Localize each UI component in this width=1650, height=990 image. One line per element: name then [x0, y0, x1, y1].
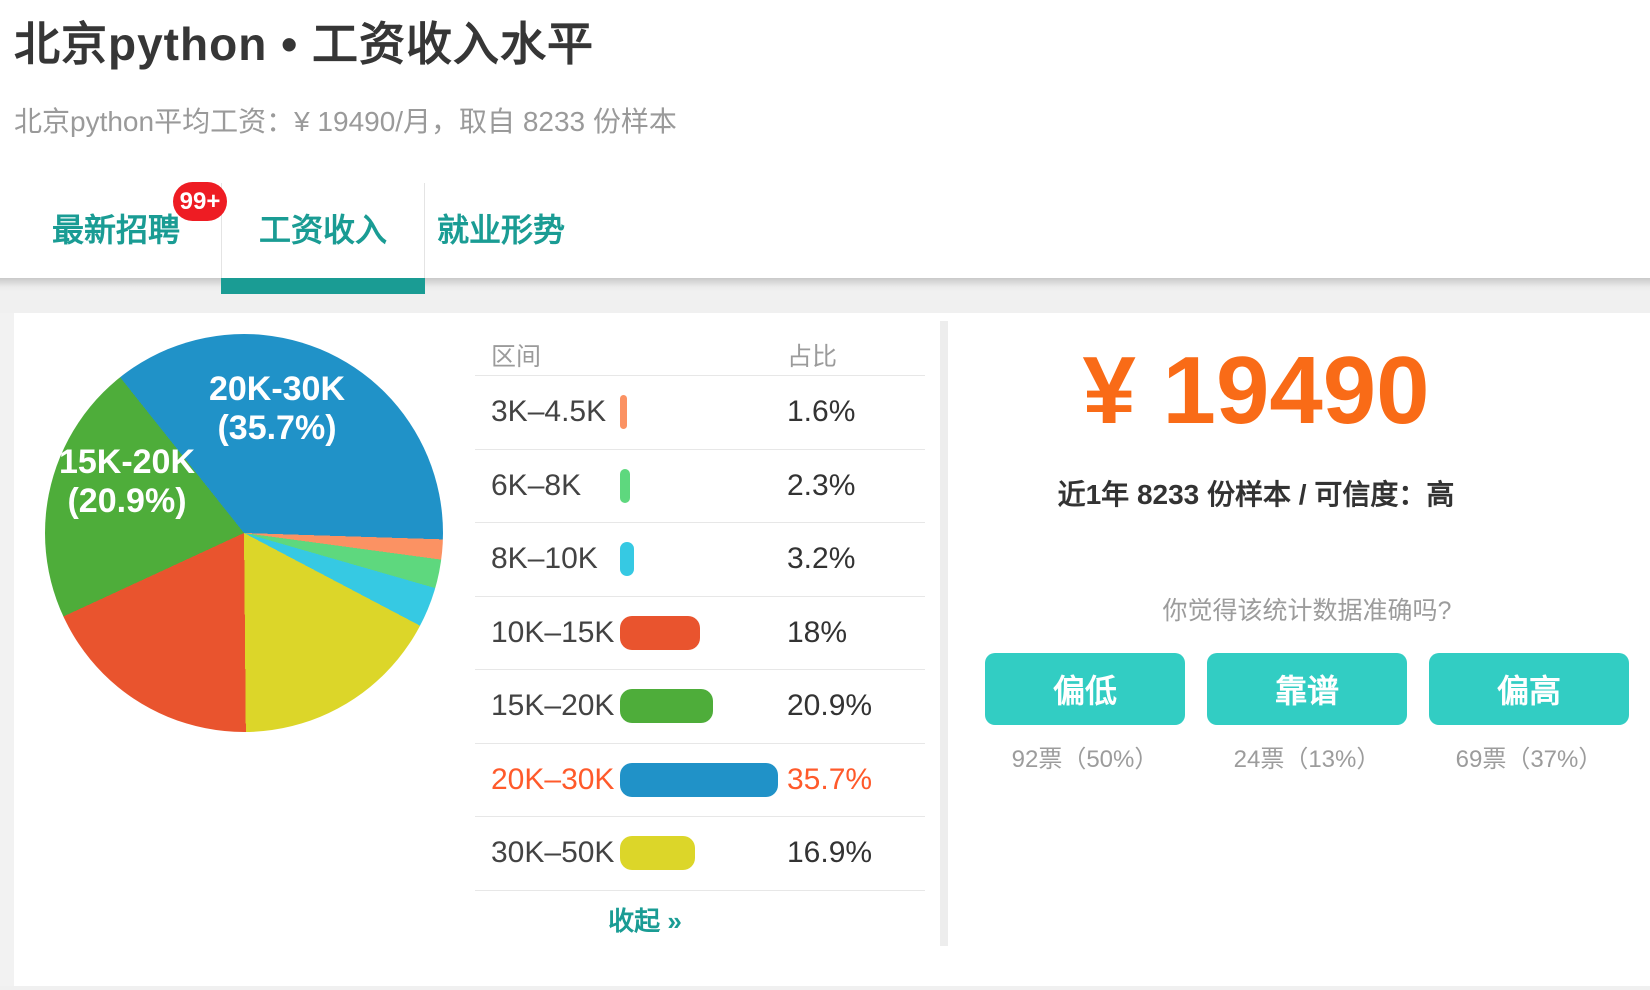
range-label: 6K–8K	[491, 468, 582, 502]
range-label: 8K–10K	[491, 542, 598, 576]
page-subtitle: 北京python平均工资：¥ 19490/月，取自 8233 份样本	[14, 106, 677, 137]
vertical-divider	[940, 321, 948, 946]
tab-employment-trend-label: 就业形势	[436, 212, 565, 248]
vote-section: 你觉得该统计数据准确吗? 偏低 92票（50%） 靠谱 24票（13%） 偏高 69票（3…	[985, 591, 1629, 774]
range-label: 10K–15K	[491, 615, 615, 649]
share-bar	[620, 542, 634, 577]
page-title: 北京python • 工资收入水平	[14, 18, 594, 70]
jobs-count-badge: 99+	[173, 182, 227, 221]
share-bar	[620, 468, 630, 503]
content-card: 20K-30K (35.7%) 15K-20K (20.9%) 区间 占比 3K…	[14, 313, 1650, 986]
pie-label-20k-30k: 20K-30K (35.7%)	[165, 370, 389, 448]
average-salary-value: ¥ 19490	[1082, 337, 1430, 444]
collapse-link[interactable]: 收起 »	[608, 905, 682, 936]
table-row: 30K–50K 16.9%	[475, 817, 925, 891]
pie-label-range: 20K-30K	[208, 370, 346, 408]
tab-latest-jobs[interactable]: 最新招聘	[41, 183, 191, 278]
share-value: 2.3%	[787, 468, 856, 502]
tab-employment-trend[interactable]: 就业形势	[424, 183, 578, 278]
share-bar	[620, 836, 695, 871]
pie-label-pct: (35.7%)	[217, 409, 337, 448]
vote-option: 偏低 92票（50%）	[985, 653, 1185, 774]
pie-label-range: 15K-20K	[58, 443, 196, 481]
pie-label-15k-20k: 15K-20K (20.9%)	[15, 443, 239, 521]
share-value: 20.9%	[787, 689, 873, 723]
table-body: 3K–4.5K 1.6% 6K–8K 2.3% 8K–10K 3.2% 10K–15K 18%…	[475, 376, 925, 891]
share-value: 16.9%	[787, 836, 873, 870]
range-label: 20K–30K	[491, 762, 615, 796]
range-label: 3K–4.5K	[491, 395, 607, 429]
vote-question: 你觉得该统计数据准确吗?	[1162, 597, 1452, 625]
tab-salary-income-label: 工资收入	[258, 212, 387, 248]
table-row: 15K–20K 20.9%	[475, 670, 925, 744]
share-bar	[620, 762, 778, 797]
salary-pie-chart	[45, 334, 443, 732]
range-label: 15K–20K	[491, 689, 615, 723]
vote-option: 靠谱 24票（13%）	[1207, 653, 1407, 774]
pie-label-pct: (20.9%)	[67, 482, 187, 521]
vote-count: 24票（13%）	[1233, 746, 1381, 773]
table-row: 8K–10K 3.2%	[475, 523, 925, 597]
vote-button-too-high[interactable]: 偏高	[1429, 653, 1629, 725]
sample-confidence-meta: 近1年 8233 份样本 / 可信度：高	[1057, 479, 1455, 510]
vote-count: 69票（37%）	[1455, 746, 1603, 773]
table-row: 10K–15K 18%	[475, 597, 925, 670]
column-header-share: 占比	[787, 343, 838, 371]
bottom-gutter	[0, 986, 1650, 990]
vote-option: 偏高 69票（37%）	[1429, 653, 1629, 774]
vote-button-accurate[interactable]: 靠谱	[1207, 653, 1407, 725]
share-value: 18%	[787, 615, 848, 649]
left-gutter	[0, 313, 14, 990]
salary-range-table: 区间 占比 3K–4.5K 1.6% 6K–8K 2.3% 8K–10K 3.2% 10K–…	[475, 323, 925, 938]
share-bar	[620, 395, 627, 430]
table-header-row: 区间 占比	[475, 323, 925, 376]
range-label: 30K–50K	[491, 836, 615, 870]
vote-count: 92票（50%）	[1011, 746, 1159, 773]
tab-latest-jobs-label: 最新招聘	[51, 212, 180, 248]
table-row: 6K–8K 2.3%	[475, 450, 925, 523]
share-value: 1.6%	[787, 395, 856, 429]
column-header-range: 区间	[491, 343, 542, 371]
vote-button-too-low[interactable]: 偏低	[985, 653, 1185, 725]
tab-salary-income[interactable]: 工资收入	[221, 183, 425, 294]
share-value: 35.7%	[787, 762, 873, 796]
salary-summary: ¥ 19490 近1年 8233 份样本 / 可信度：高	[950, 313, 1562, 513]
share-value: 3.2%	[787, 542, 856, 576]
table-row: 20K–30K 35.7%	[475, 744, 925, 817]
table-row: 3K–4.5K 1.6%	[475, 376, 925, 450]
share-bar	[620, 689, 713, 724]
vote-buttons-row: 偏低 92票（50%） 靠谱 24票（13%） 偏高 69票（37%）	[985, 653, 1629, 774]
share-bar	[620, 615, 700, 650]
tab-bar: 最新招聘 99+ 工资收入 就业形势	[0, 182, 1650, 294]
